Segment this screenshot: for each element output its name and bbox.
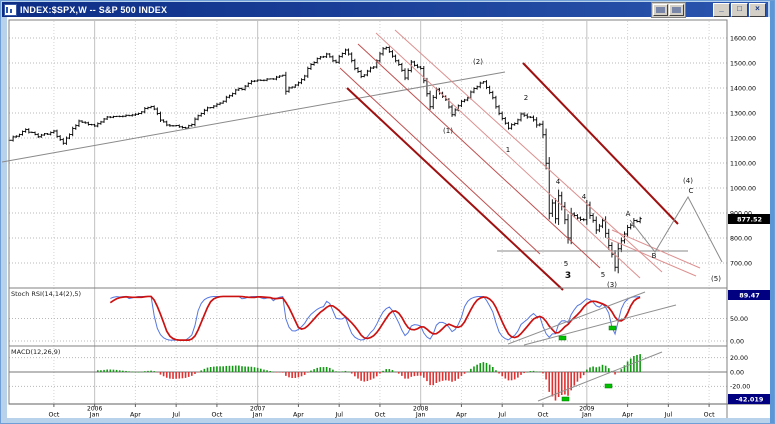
svg-text:5: 5	[564, 260, 568, 268]
svg-text:Apr: Apr	[456, 412, 467, 419]
restore-button[interactable]: □	[731, 2, 748, 17]
svg-text:50.00: 50.00	[730, 316, 748, 323]
window-right-border	[770, 0, 775, 424]
svg-text:3: 3	[565, 271, 571, 281]
svg-text:1100.00: 1100.00	[730, 160, 756, 167]
svg-text:Oct: Oct	[704, 412, 715, 419]
last-price-value: 877.52	[737, 216, 762, 224]
svg-text:2006: 2006	[87, 406, 102, 413]
svg-text:A: A	[626, 210, 631, 218]
window-icon	[4, 3, 17, 16]
svg-text:1: 1	[506, 146, 510, 154]
svg-text:1600.00: 1600.00	[730, 35, 756, 42]
svg-text:2007: 2007	[250, 406, 265, 413]
svg-text:(1): (1)	[443, 127, 453, 135]
minimize-button[interactable]: _	[713, 2, 730, 17]
svg-text:1200.00: 1200.00	[730, 135, 756, 142]
svg-text:C: C	[689, 187, 694, 195]
svg-text:5: 5	[601, 271, 605, 279]
macd-value-tag: -42.019	[728, 394, 771, 404]
svg-text:800.00: 800.00	[730, 235, 752, 242]
price-bars	[8, 46, 642, 274]
svg-text:Jan: Jan	[252, 412, 263, 419]
svg-text:Jan: Jan	[89, 412, 100, 419]
svg-text:700.00: 700.00	[730, 260, 752, 267]
macd-value: -42.019	[736, 396, 764, 404]
window-title: INDEX:$SPX,W -- S&P 500 INDEX	[20, 4, 168, 15]
svg-text:Jul: Jul	[334, 412, 343, 419]
svg-text:Jan: Jan	[581, 412, 592, 419]
titlebar-tool-button-2[interactable]	[669, 3, 684, 16]
svg-text:(5): (5)	[711, 275, 721, 283]
svg-text:Jul: Jul	[664, 412, 673, 419]
svg-text:-20.00: -20.00	[730, 384, 750, 391]
svg-text:Apr: Apr	[130, 412, 141, 419]
svg-text:2009: 2009	[579, 406, 594, 413]
svg-text:Oct: Oct	[538, 412, 549, 419]
svg-text:2: 2	[524, 94, 528, 102]
svg-text:1300.00: 1300.00	[730, 110, 756, 117]
svg-text:(3): (3)	[607, 281, 617, 289]
svg-text:1500.00: 1500.00	[730, 60, 756, 67]
svg-text:4: 4	[582, 193, 587, 201]
last-price-tag: 877.52	[728, 214, 771, 224]
stoch-value-tag: 89.47	[728, 290, 771, 300]
close-button[interactable]: ×	[749, 2, 766, 17]
svg-text:Jan: Jan	[415, 412, 426, 419]
chart-background	[7, 17, 770, 418]
stoch-value: 89.47	[739, 292, 760, 300]
titlebar-tool-button-1[interactable]	[653, 3, 668, 16]
svg-text:Oct: Oct	[374, 412, 385, 419]
svg-text:Oct: Oct	[48, 412, 59, 419]
window-titlebar[interactable]: INDEX:$SPX,W -- S&P 500 INDEX _ □ ×	[2, 1, 768, 18]
svg-text:Jul: Jul	[497, 412, 506, 419]
svg-text:(4): (4)	[683, 177, 693, 185]
svg-text:0.00: 0.00	[730, 338, 744, 345]
svg-text:0.00: 0.00	[730, 369, 744, 376]
svg-text:20.00: 20.00	[730, 355, 748, 362]
stoch-panel-label: Stoch RSI(14,14(2),5)	[11, 290, 81, 298]
macd-panel-label: MACD(12,26,9)	[11, 348, 60, 356]
svg-text:Apr: Apr	[293, 412, 304, 419]
svg-text:Apr: Apr	[622, 412, 633, 419]
svg-text:Oct: Oct	[211, 412, 222, 419]
wave-projection-line	[629, 195, 723, 263]
svg-text:900.00: 900.00	[730, 210, 752, 217]
svg-text:2008: 2008	[413, 406, 428, 413]
svg-text:B: B	[652, 252, 657, 260]
titlebar-toolbar	[651, 1, 686, 18]
svg-text:(2): (2)	[473, 58, 483, 66]
svg-text:1000.00: 1000.00	[730, 185, 756, 192]
svg-text:Jul: Jul	[171, 412, 180, 419]
svg-text:4: 4	[556, 178, 561, 186]
svg-text:1400.00: 1400.00	[730, 85, 756, 92]
